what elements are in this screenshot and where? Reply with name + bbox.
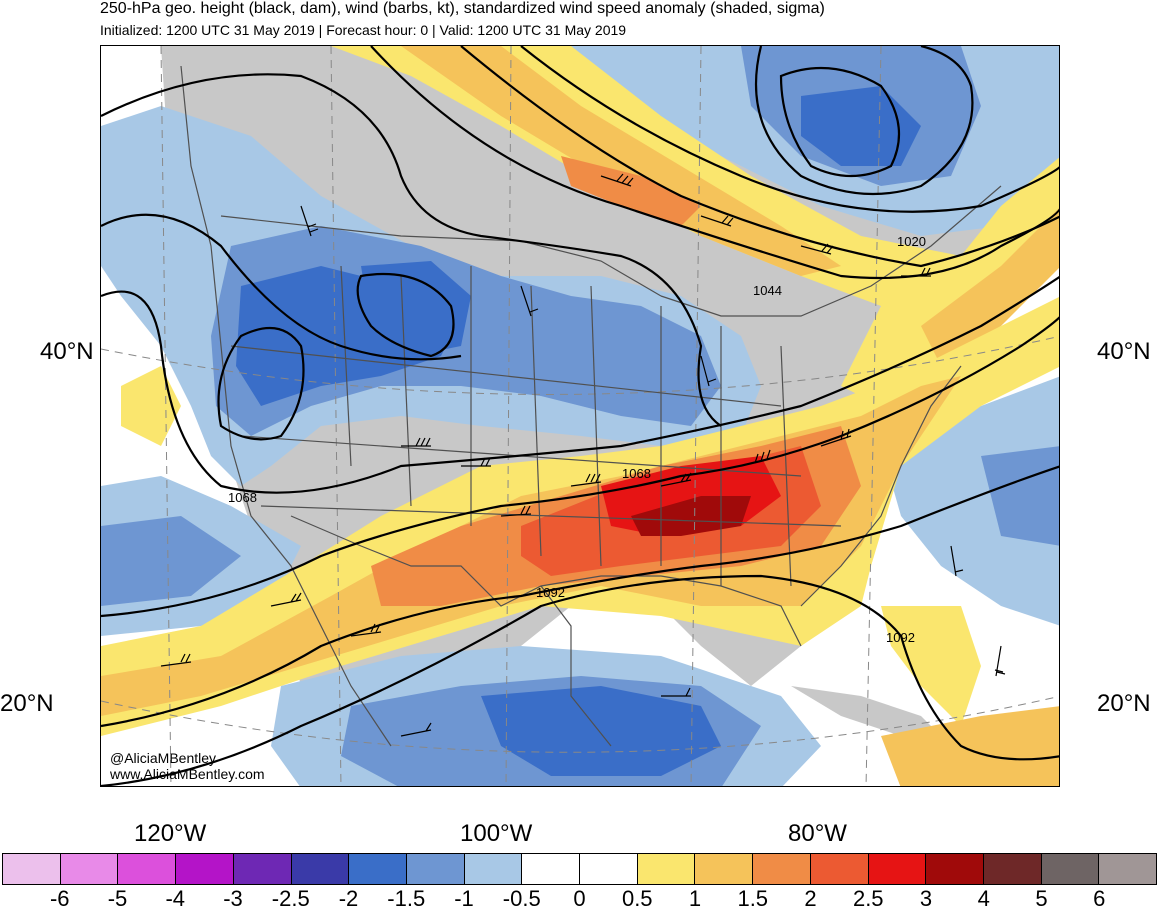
colorbar-box (868, 854, 927, 884)
colorbar-label: -4 (165, 886, 186, 911)
anomaly-pos-northeast (921, 208, 1059, 366)
colorbar-box (1041, 854, 1100, 884)
weather-map: 1020 1044 1068 1068 1092 1092 (100, 45, 1060, 787)
colorbar-label: -6 (49, 886, 70, 911)
colorbar-box (406, 854, 465, 884)
lat-label-40n-right: 40°N (1097, 338, 1151, 365)
lon-label-80w: 80°W (788, 820, 847, 847)
colorbar-label: -3 (223, 886, 243, 911)
anomaly-pos-canada-jet-core (561, 156, 701, 226)
map-title: 250-hPa geo. height (black, dam), wind (… (100, 0, 825, 17)
colorbar-box (176, 854, 234, 884)
colorbar-box (1099, 854, 1157, 884)
colorbar-label: -0.5 (502, 886, 541, 911)
colorbar-box (637, 854, 696, 884)
credit-website: www.AliciaMBentley.com (110, 766, 265, 782)
contour-label-1068-west: 1068 (228, 490, 257, 505)
lat-label-20n-left: 20°N (0, 690, 54, 717)
anomaly-pos-caribbean (881, 606, 981, 726)
colorbar-box (926, 854, 984, 884)
anomaly-neg-atlantic-core (981, 446, 1059, 546)
anomaly-neg-hudson-core (801, 86, 921, 166)
colorbar-label: 0 (573, 886, 586, 911)
lon-label-120w: 120°W (134, 820, 207, 847)
lon-label-100w: 100°W (460, 820, 533, 847)
map-subtitle: Initialized: 1200 UTC 31 May 2019 | Fore… (100, 22, 627, 38)
contour-labels: 1020 1044 1068 1068 1092 1092 (228, 234, 926, 645)
colorbar-label: -5 (107, 886, 128, 911)
colorbar-label: 1.5 (737, 886, 769, 911)
contour-label-1092-gulf: 1092 (536, 585, 565, 600)
contour-label-1068-east: 1068 (622, 466, 651, 481)
colorbar-label: 6 (1093, 886, 1106, 911)
colorbar-label: 5 (1035, 886, 1048, 911)
credit-handle: @AliciaMBentley (110, 750, 217, 766)
colorbar-label: -1.5 (387, 886, 426, 911)
colorbar-label: 0.5 (621, 886, 653, 911)
colorbar-box (3, 854, 61, 884)
contour-label-1092-atlantic: 1092 (886, 630, 915, 645)
cuba-neutral (791, 686, 941, 736)
colorbar-box (118, 854, 177, 884)
colorbar-label: -1 (454, 886, 474, 911)
anomaly-neg-pacific-core (101, 516, 241, 606)
lat-label-40n-left: 40°N (40, 338, 94, 365)
colorbar-box (810, 854, 869, 884)
colorbar-box (233, 854, 292, 884)
colorbar-label: -2 (338, 886, 359, 911)
colorbar-label: -2.5 (271, 886, 310, 911)
colorbar-label: 2 (804, 886, 817, 911)
anomaly-neg-mexico-core (481, 686, 721, 776)
colorbar-label: 1 (688, 886, 702, 911)
colorbar-box (580, 854, 638, 884)
lat-label-20n-right: 20°N (1097, 690, 1151, 717)
colorbar-box (60, 854, 119, 884)
colorbar-box (522, 854, 581, 884)
political-borders (180, 65, 1002, 747)
colorbar-label: 3 (919, 886, 933, 911)
colorbar-label: 4 (977, 886, 990, 911)
map-canvas: 1020 1044 1068 1068 1092 1092 (101, 46, 1059, 786)
anomaly-pos-south-atlantic (881, 706, 1059, 786)
contour-label-1020: 1020 (897, 234, 926, 249)
colorbar-box (695, 854, 754, 884)
height-contours (101, 46, 1059, 786)
colorbar-box (349, 854, 407, 884)
anomaly-neg-dakota-core (361, 261, 471, 356)
colorbar-box (291, 854, 350, 884)
colorbar-box (753, 854, 811, 884)
contour-label-1044: 1044 (753, 283, 782, 298)
wind-barbs (160, 173, 1006, 737)
anomaly-colorbar (2, 853, 1157, 885)
colorbar-box (464, 854, 523, 884)
colorbar-label: 2.5 (852, 886, 884, 911)
colorbar-box (983, 854, 1042, 884)
